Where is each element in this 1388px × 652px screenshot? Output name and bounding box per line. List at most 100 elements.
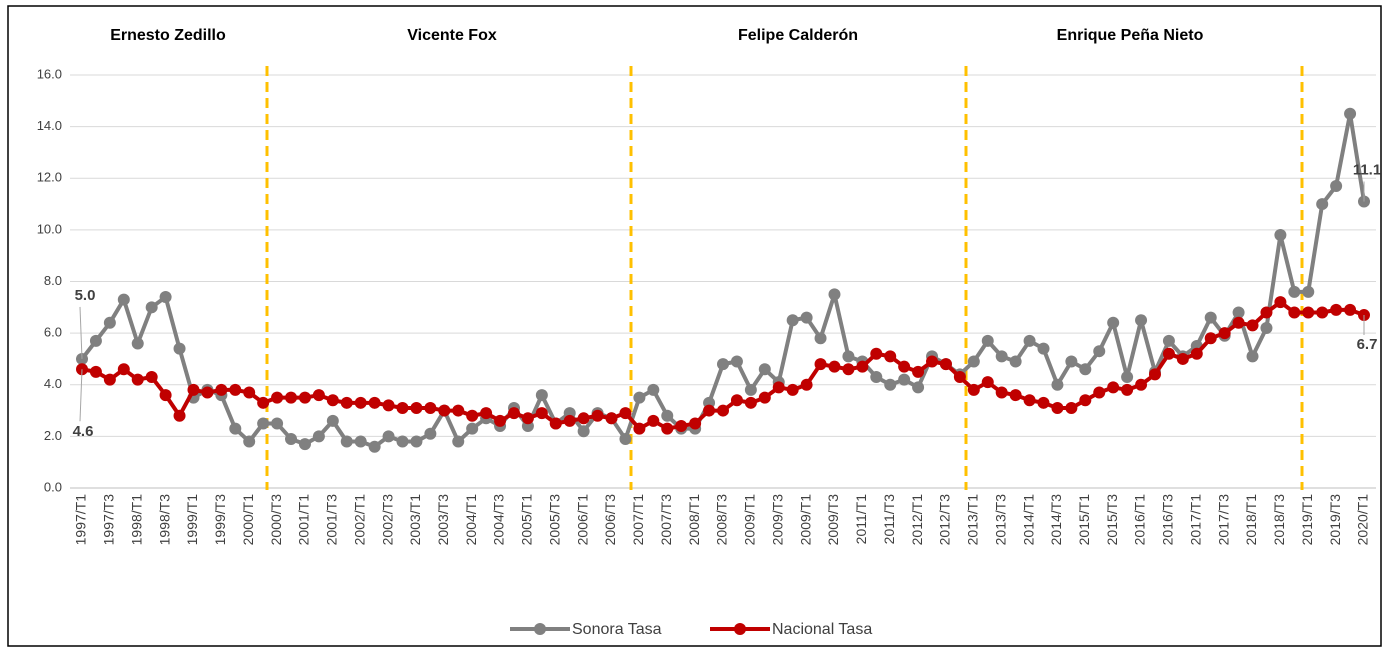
point	[981, 376, 994, 389]
x-tick-label: 2017/T3	[1215, 494, 1231, 546]
point	[1204, 332, 1217, 345]
x-tick-label: 2006/T3	[602, 494, 618, 546]
point	[633, 391, 646, 404]
point	[926, 355, 939, 368]
point	[591, 409, 604, 422]
point	[689, 417, 702, 430]
point	[201, 386, 214, 399]
point	[981, 334, 994, 347]
legend-label: Nacional Tasa	[772, 621, 872, 638]
legend-marker	[734, 623, 746, 635]
point	[466, 409, 479, 422]
y-tick-label: 4.0	[44, 376, 62, 391]
point	[243, 435, 256, 448]
point	[354, 435, 367, 448]
x-tick-label: 1999/T3	[212, 494, 228, 546]
y-tick-label: 8.0	[44, 273, 62, 288]
point	[661, 409, 674, 422]
x-tick-label: 2004/T3	[491, 494, 507, 546]
point	[939, 358, 952, 371]
point	[1330, 179, 1343, 192]
point	[898, 360, 911, 373]
point	[786, 383, 799, 396]
value-label: 5.0	[75, 287, 96, 304]
point	[298, 438, 311, 451]
point	[312, 430, 325, 443]
point	[89, 365, 102, 378]
point	[145, 301, 158, 314]
point	[1009, 389, 1022, 402]
point	[131, 373, 144, 386]
point	[967, 383, 980, 396]
point	[577, 412, 590, 425]
point	[1274, 229, 1287, 242]
point	[633, 422, 646, 435]
point	[647, 414, 660, 427]
point	[410, 401, 423, 414]
label-leader	[79, 369, 83, 422]
period-label: Vicente Fox	[407, 27, 497, 44]
point	[1288, 306, 1301, 319]
point	[842, 363, 855, 376]
x-tick-label: 2008/T1	[686, 494, 702, 546]
point	[1065, 401, 1078, 414]
point	[563, 414, 576, 427]
point	[1121, 383, 1134, 396]
point	[1330, 303, 1343, 316]
point	[494, 414, 507, 427]
point	[507, 407, 520, 420]
point	[605, 412, 618, 425]
point	[1148, 368, 1161, 381]
point	[730, 355, 743, 368]
x-tick-label: 2016/T3	[1160, 494, 1176, 546]
point	[1037, 396, 1050, 409]
point	[368, 396, 381, 409]
point	[898, 373, 911, 386]
point	[549, 417, 562, 430]
x-tick-label: 2005/T3	[546, 494, 562, 546]
point	[1344, 107, 1357, 120]
x-tick-label: 2018/T1	[1243, 494, 1259, 546]
point	[368, 440, 381, 453]
point	[1093, 386, 1106, 399]
point	[466, 422, 479, 435]
x-tick-label: 2017/T1	[1187, 494, 1203, 546]
x-tick-label: 2015/T1	[1076, 494, 1092, 546]
point	[103, 373, 116, 386]
point	[312, 389, 325, 402]
x-tick-label: 2016/T1	[1132, 494, 1148, 546]
point	[1093, 345, 1106, 358]
x-tick-label: 2009/T1	[797, 494, 813, 546]
point	[229, 383, 242, 396]
x-tick-label: 2014/T3	[1048, 494, 1064, 546]
x-tick-label: 2019/T1	[1299, 494, 1315, 546]
point	[744, 383, 757, 396]
x-tick-label: 2009/T3	[825, 494, 841, 546]
point	[717, 358, 729, 371]
y-tick-label: 14.0	[37, 118, 62, 133]
x-tick-label: 2019/T3	[1327, 494, 1343, 546]
point	[953, 371, 966, 384]
point	[131, 337, 144, 350]
point	[1162, 334, 1175, 347]
point	[424, 427, 437, 440]
x-tick-label: 2018/T3	[1271, 494, 1287, 546]
point	[1135, 314, 1148, 327]
point	[257, 417, 270, 430]
point	[326, 414, 339, 427]
value-label: 11.1	[1353, 161, 1381, 178]
point	[912, 381, 925, 394]
point	[326, 394, 339, 407]
point	[298, 391, 311, 404]
point	[452, 435, 465, 448]
x-tick-label: 2009/T1	[742, 494, 758, 546]
point	[396, 401, 409, 414]
x-tick-label: 2001/T1	[296, 494, 312, 546]
y-tick-label: 10.0	[37, 221, 62, 236]
value-label: 4.6	[73, 423, 94, 440]
point	[1176, 352, 1189, 365]
label-leader	[79, 306, 83, 359]
point	[744, 396, 757, 409]
point	[1316, 306, 1329, 319]
value-label: 6.7	[1357, 336, 1378, 353]
